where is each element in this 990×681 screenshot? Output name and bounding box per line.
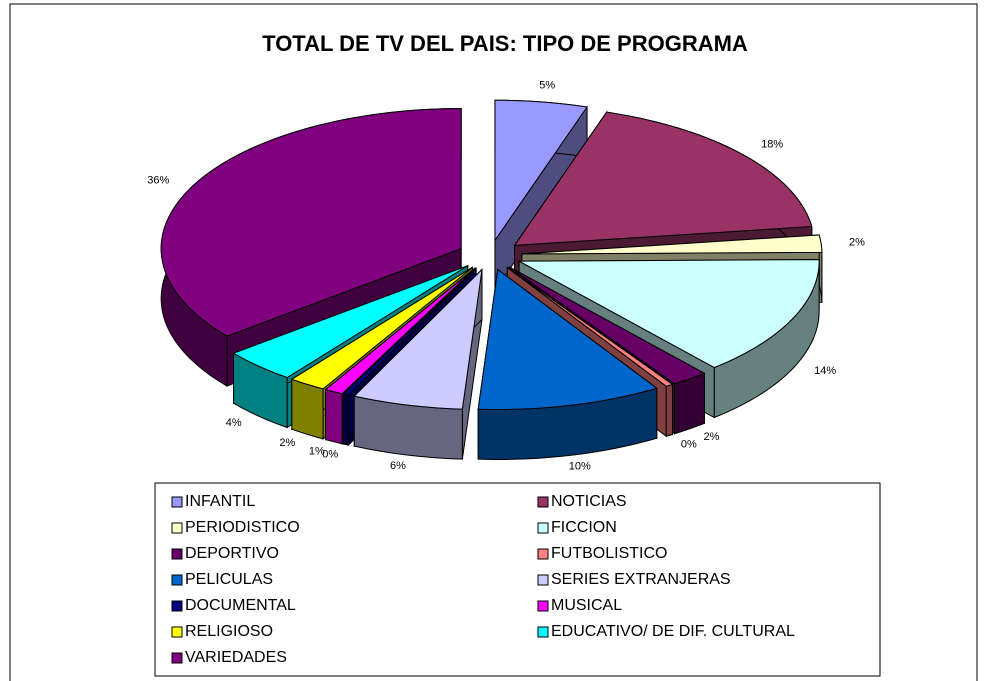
legend-swatch <box>537 548 549 560</box>
legend-label: PELICULAS <box>185 571 273 588</box>
slice-top <box>324 267 476 395</box>
slice-wall <box>325 388 343 445</box>
legend-swatch <box>171 522 183 534</box>
legend-label: FICCION <box>551 519 617 536</box>
slice <box>353 268 483 460</box>
data-label: 2% <box>279 437 295 449</box>
slice-top <box>290 267 473 390</box>
slice-top <box>506 267 674 387</box>
legend-label: NOTICIAS <box>551 493 627 510</box>
legend-label: PERIODISTICO <box>185 519 300 536</box>
legend-swatch <box>537 496 549 508</box>
slice-top <box>513 111 813 246</box>
legend-label: DEPORTIVO <box>185 545 279 562</box>
legend-swatch <box>537 600 549 612</box>
data-label: 0% <box>681 438 697 450</box>
data-label: 1% <box>309 445 325 457</box>
legend-swatch <box>537 574 549 586</box>
chart-title: TOTAL DE TV DEL PAIS: TIPO DE PROGRAMA <box>262 31 748 56</box>
legend-label: EDUCATIVO/ DE DIF. CULTURAL <box>551 623 795 640</box>
data-label: 4% <box>226 417 242 429</box>
legend-swatch <box>171 600 183 612</box>
legend-label: VARIEDADES <box>185 649 287 666</box>
legend-label: SERIES EXTRANJERAS <box>551 571 731 588</box>
legend-swatch <box>171 652 183 664</box>
legend-swatch <box>537 522 549 534</box>
legend-label: MUSICAL <box>551 597 622 614</box>
legend-swatch <box>537 626 549 638</box>
data-label: 10% <box>569 460 591 472</box>
slice-top <box>160 108 462 337</box>
slice-top <box>477 268 658 410</box>
legend-label: DOCUMENTAL <box>185 597 296 614</box>
legend-swatch <box>171 574 183 586</box>
legend-label: RELIGIOSO <box>185 623 273 640</box>
data-label: 6% <box>390 460 406 472</box>
data-label: 2% <box>704 431 720 443</box>
data-label: 5% <box>539 79 555 91</box>
data-label: 14% <box>814 365 836 377</box>
data-label: 2% <box>849 236 865 248</box>
slice-top <box>342 268 477 396</box>
slice-wall <box>665 383 674 437</box>
slice-top <box>521 234 823 255</box>
slice-wall <box>342 393 349 446</box>
legend-swatch <box>171 548 183 560</box>
legend-label: INFANTIL <box>185 493 255 510</box>
slice-top <box>508 266 706 385</box>
legend-label: FUTBOLISTICO <box>551 545 667 562</box>
slice-top <box>232 265 468 379</box>
legend-box <box>154 482 881 677</box>
data-label: 0% <box>322 449 338 461</box>
slice-top <box>353 268 483 410</box>
data-label: 36% <box>147 175 169 187</box>
slice <box>477 268 658 460</box>
slice-top <box>518 259 820 369</box>
slice-wall <box>291 378 324 440</box>
slice-top <box>494 99 588 242</box>
legend-swatch <box>171 626 183 638</box>
legend-swatch <box>171 496 183 508</box>
data-label: 18% <box>761 139 783 151</box>
